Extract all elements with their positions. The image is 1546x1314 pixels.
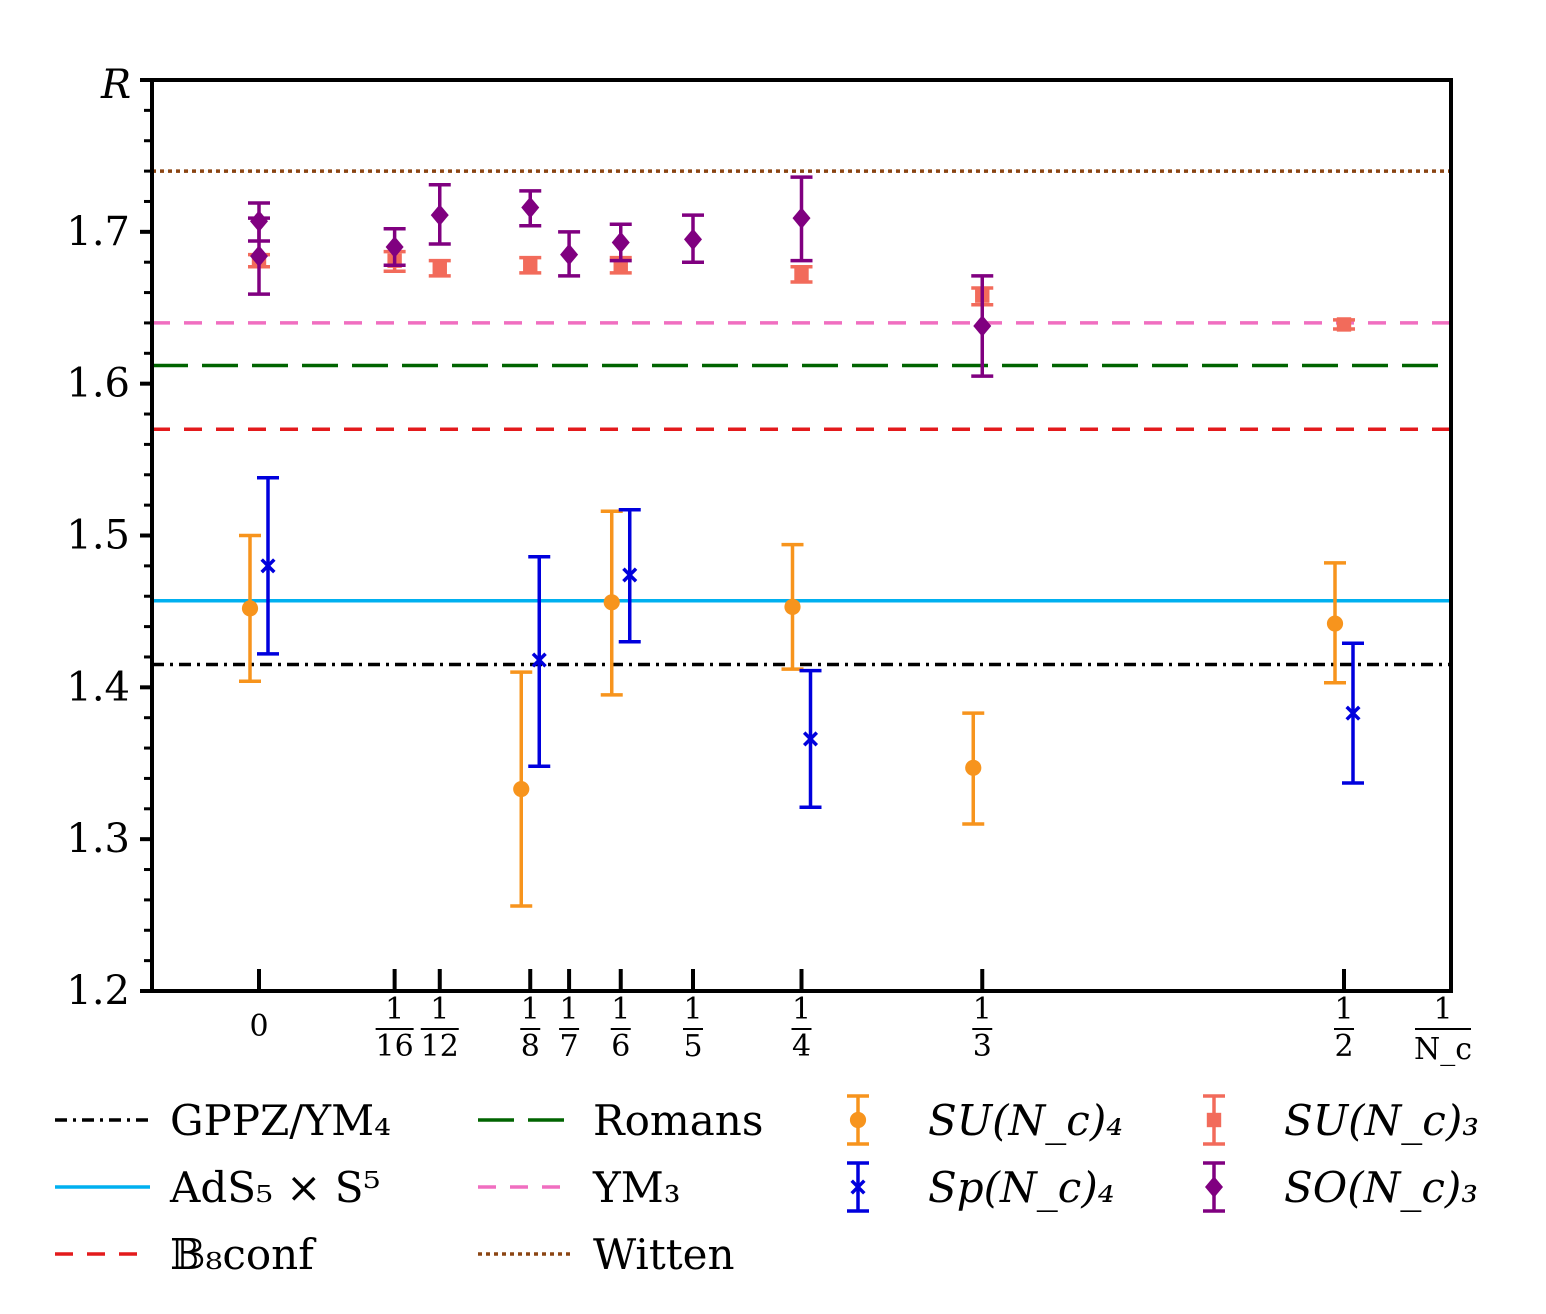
x-tick-denominator: 8 [521,1029,540,1064]
x-tick-numerator: 1 [973,992,992,1027]
legend-label: YM₃ [592,1163,681,1212]
y-tick-label: 1.7 [66,209,130,255]
data-layer [239,175,1364,908]
legend-label: Witten [593,1230,735,1279]
data-point [241,600,259,617]
data-point [850,1179,866,1195]
data-point [385,236,404,258]
legend-label: Romans [593,1096,763,1145]
data-point [603,594,620,611]
x-tick-numerator: 1 [560,992,579,1027]
data-point [784,598,801,615]
data-point [611,231,630,254]
data-point-stroke [802,731,819,747]
x-tick-numerator: 1 [385,992,404,1027]
data-point [1326,615,1344,632]
data-point-stroke [622,567,638,583]
data-point [560,243,579,266]
series-group [248,249,1355,332]
x-tick-denominator: 6 [611,1029,630,1064]
legend-label: SO(N_c)₃ [1284,1163,1478,1212]
series-group [257,476,1364,810]
data-point [260,558,276,574]
data-point [432,261,447,276]
x-tick-numerator: 1 [521,992,540,1027]
x-tick-numerator: 1 [611,992,630,1027]
legend-label: Sp(N_c)₄ [928,1163,1115,1212]
legend: GPPZ/YM₄ AdS₅ × S⁵ 𝔹₈conf Romans YM₃ Witten SU… [55,1094,1479,1279]
x-tick-denominator: 3 [973,1029,992,1064]
y-axis: 1.2 1.3 1.4 1.5 1.6 1.7 [66,78,152,1014]
y-tick-label: 1.6 [66,361,130,407]
data-point [973,315,992,337]
data-point [430,204,449,226]
legend-label: SU(N_c)₄ [928,1096,1123,1145]
legend-label: 𝔹₈conf [170,1230,317,1279]
legend-label: GPPZ/YM₄ [170,1096,391,1145]
x-tick-denominator: 7 [560,1029,579,1064]
data-point [684,228,702,251]
y-tick-label: 1.5 [66,513,130,559]
x-axis-label-denominator: N_c [1414,1032,1472,1067]
x-axis-label-numerator: 1 [1433,992,1452,1027]
data-point [1345,705,1361,721]
x-tick-denominator: 4 [792,1029,811,1064]
x-tick-denominator: 12 [421,1029,459,1064]
data-point [523,258,538,273]
x-tick-label: 0 [249,1009,268,1044]
x-tick-numerator: 1 [1334,992,1353,1027]
x-tick-denominator: 16 [376,1029,414,1064]
data-point [250,245,268,267]
data-point-stroke [260,558,276,574]
x-tick-numerator: 1 [792,992,811,1027]
reference-lines [152,169,1451,667]
series-group [239,509,1346,908]
data-point [849,1111,867,1129]
data-point [531,652,547,668]
series-group [248,175,994,378]
legend-label: SU(N_c)₃ [1284,1096,1479,1145]
y-tick-label: 1.3 [66,816,130,862]
x-axis-label: 1 N_c [1414,992,1472,1067]
data-point-stroke [531,652,547,668]
data-point-stroke [1345,705,1361,721]
legend-label: AdS₅ × S⁵ [169,1163,380,1212]
y-axis-label: R [100,62,131,108]
data-point [622,567,638,583]
y-tick-label: 1.2 [66,968,130,1014]
data-point [792,207,811,229]
data-point [794,267,809,282]
data-point [521,196,540,219]
data-point [1205,1176,1223,1198]
data-point [802,731,819,747]
data-point [965,759,982,776]
data-point [1206,1112,1222,1128]
x-tick-denominator: 2 [1334,1029,1353,1064]
data-point [513,780,530,798]
x-tick-numerator: 1 [683,992,702,1027]
x-tick-numerator: 1 [430,992,449,1027]
x-tick-denominator: 5 [683,1029,702,1064]
data-point-stroke [850,1179,866,1195]
data-point [1336,317,1352,332]
y-tick-label: 1.4 [66,664,130,710]
